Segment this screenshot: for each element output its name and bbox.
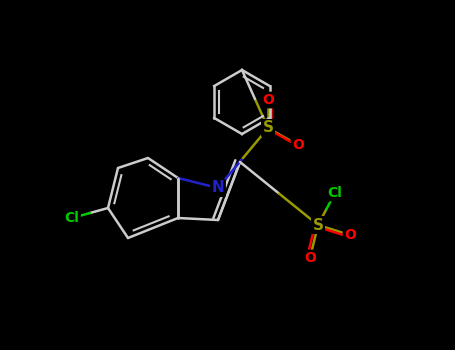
- Text: O: O: [262, 93, 274, 107]
- Text: Cl: Cl: [65, 211, 80, 225]
- Text: S: S: [263, 120, 273, 135]
- Text: O: O: [304, 251, 316, 265]
- Text: Cl: Cl: [328, 186, 343, 200]
- Text: O: O: [344, 228, 356, 242]
- Text: O: O: [292, 138, 304, 152]
- Text: N: N: [212, 181, 224, 196]
- Text: S: S: [313, 217, 324, 232]
